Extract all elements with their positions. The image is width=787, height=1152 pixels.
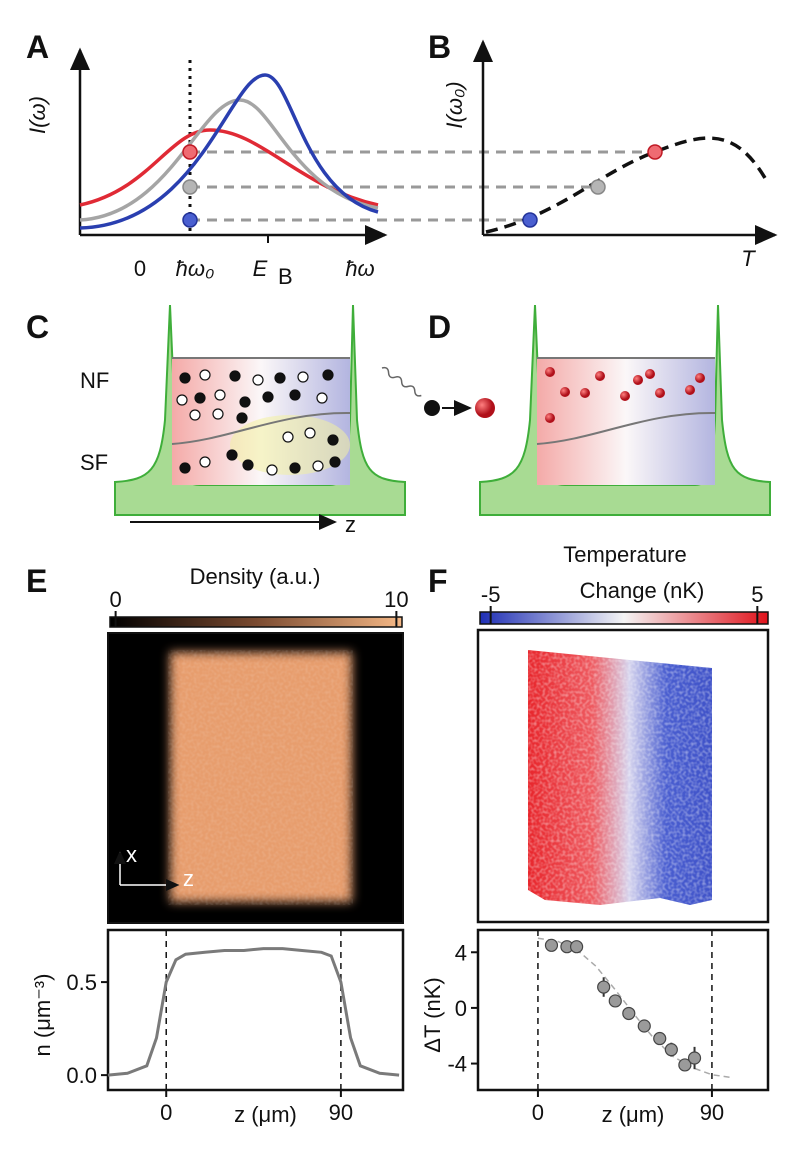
image-axis-label: z <box>183 866 194 891</box>
x-label: z (μm) <box>234 1102 297 1127</box>
point <box>544 938 559 952</box>
marker <box>182 144 198 160</box>
point <box>637 1019 651 1033</box>
curve <box>79 98 379 222</box>
colorbar-tick-label: 10 <box>384 587 408 612</box>
point <box>569 940 584 954</box>
panel-c: NF SF z <box>80 304 406 537</box>
point <box>678 1058 692 1072</box>
colorbar-tick-label: 0 <box>109 587 121 612</box>
y-label: n (μm⁻³) <box>30 974 55 1057</box>
y-label: I(ω) <box>25 96 50 134</box>
x-tick-label: 0 <box>160 1100 172 1125</box>
colorbar-title: Change (nK) <box>580 578 705 603</box>
plot-frame <box>476 928 770 1092</box>
tick-label: E <box>253 256 268 281</box>
marker <box>647 144 663 160</box>
point <box>653 1031 667 1046</box>
x-tick-label: 0 <box>532 1100 544 1125</box>
colorbar <box>109 616 403 628</box>
particles <box>176 369 341 476</box>
axis-label: z <box>345 512 356 537</box>
colorbar-tick-label: -5 <box>481 582 501 607</box>
y-tick-label: 0.5 <box>66 970 97 995</box>
interface <box>171 411 351 445</box>
tick-label: ħω₀ <box>176 256 215 281</box>
dashed-curve <box>485 136 767 234</box>
marker <box>590 179 606 195</box>
sf-glow <box>230 415 350 475</box>
x-label: ħω <box>345 256 374 281</box>
marker <box>522 212 538 228</box>
panel-a: I(ω) 0 ħω₀ E B ħω <box>25 47 655 289</box>
curve <box>79 73 379 230</box>
region-label: NF <box>80 368 109 393</box>
panel-label: C <box>26 309 49 345</box>
panel-label: B <box>428 29 451 65</box>
region-label: SF <box>80 450 108 475</box>
marker <box>182 179 198 195</box>
particles <box>545 367 705 423</box>
interface <box>536 411 716 445</box>
curve <box>79 128 379 207</box>
y-tick-label: 0 <box>455 996 467 1021</box>
box <box>537 358 715 485</box>
marker <box>182 212 198 228</box>
image-axis-label: x <box>126 842 137 867</box>
y-label: ΔT (nK) <box>420 977 445 1052</box>
panel-b: I(ω₀) T <box>442 39 778 271</box>
panel-e: Density (a.u.) x z <box>107 564 404 924</box>
y-label: I(ω₀) <box>442 81 467 128</box>
excitation <box>381 366 495 418</box>
plot-frame <box>106 928 405 1092</box>
dashed-guides <box>190 150 655 222</box>
point <box>622 1006 636 1021</box>
panel-label: D <box>428 309 451 345</box>
map-noise <box>528 650 712 905</box>
x-tick-label: 90 <box>329 1100 353 1125</box>
tick-subscript: B <box>278 264 293 289</box>
tick-label: 0 <box>134 256 146 281</box>
profile-line <box>107 947 400 1077</box>
cloud-noise <box>168 650 353 905</box>
particle <box>475 398 495 418</box>
panel-label: F <box>428 563 448 599</box>
x-label: z (μm) <box>602 1102 665 1127</box>
particle <box>424 400 440 416</box>
colorbar-title: Density (a.u.) <box>190 564 321 589</box>
panel-d <box>479 304 771 516</box>
panel-label: A <box>26 29 49 65</box>
panel-f: Temperature Change (nK) <box>476 542 770 924</box>
panel-label: E <box>26 563 47 599</box>
x-tick-label: 90 <box>700 1100 724 1125</box>
colorbar-tick-label: 5 <box>751 582 763 607</box>
point <box>597 980 611 994</box>
colorbar-title: Temperature <box>563 542 687 567</box>
colorbar <box>479 611 769 625</box>
x-label: T <box>741 246 756 271</box>
y-tick-label: 0.0 <box>66 1063 97 1088</box>
y-tick-label: -4 <box>447 1052 467 1077</box>
y-tick-label: 4 <box>455 940 467 965</box>
photon <box>381 366 422 397</box>
point <box>687 1051 702 1065</box>
point <box>664 1043 678 1057</box>
point <box>608 994 622 1008</box>
